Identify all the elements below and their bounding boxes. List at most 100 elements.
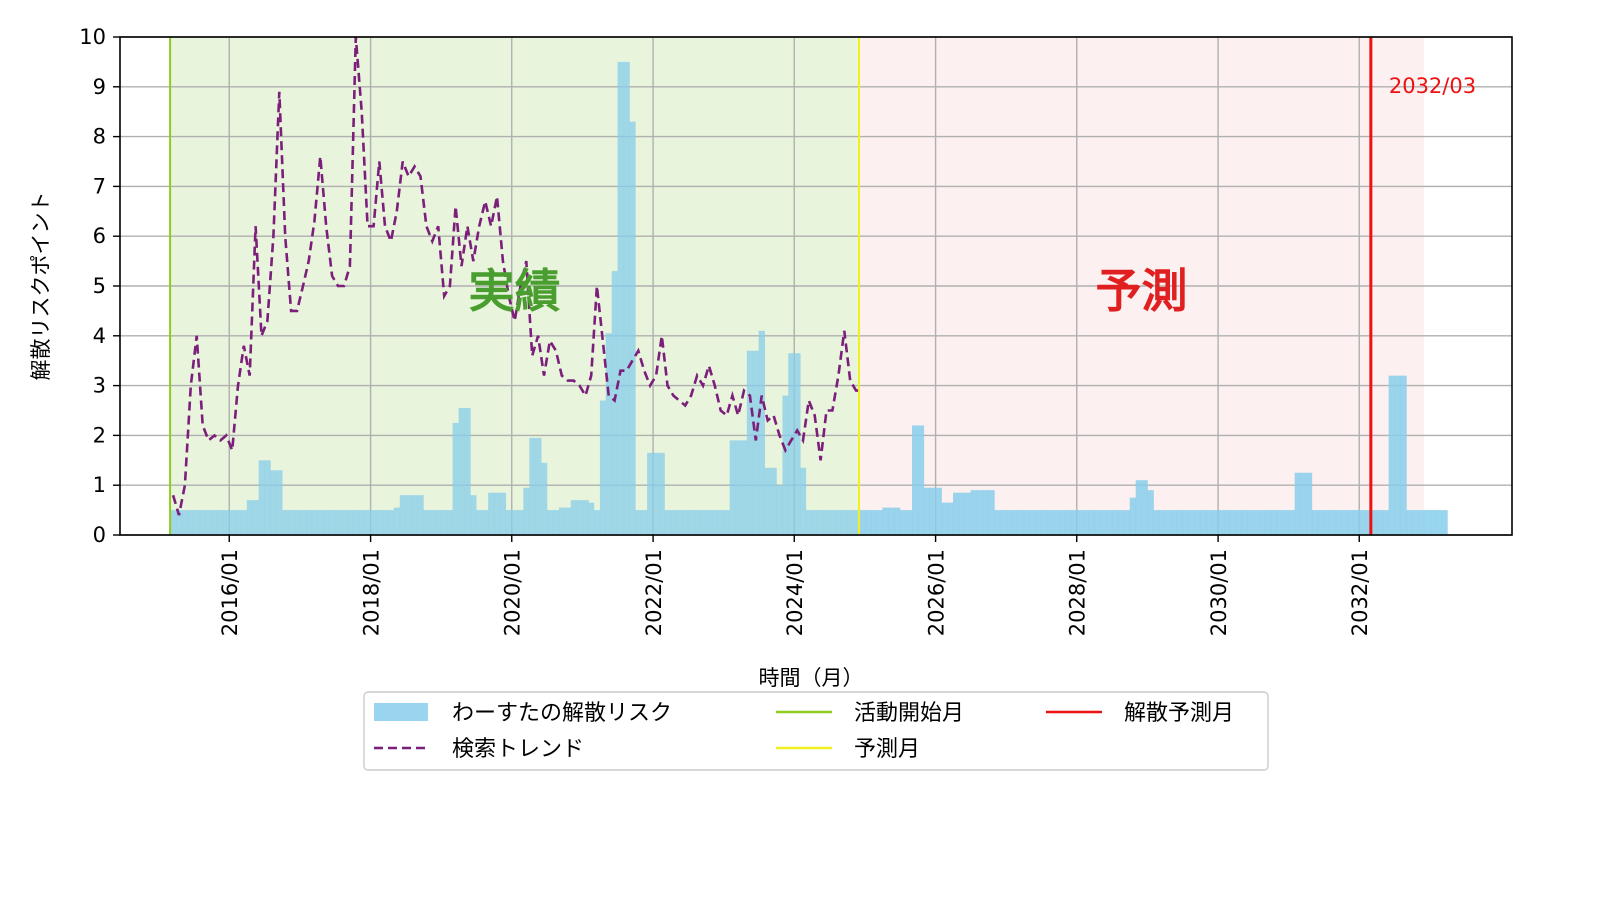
risk-bar — [900, 510, 907, 535]
y-tick-label-5: 5 — [93, 274, 106, 298]
risk-bar — [1082, 510, 1089, 535]
risk-bar — [964, 492, 971, 535]
y-tick-label-10: 10 — [79, 25, 106, 49]
risk-bar — [1194, 510, 1201, 535]
risk-bar — [470, 495, 477, 535]
risk-bar — [288, 510, 295, 535]
risk-bar — [1259, 510, 1266, 535]
risk-bar — [1123, 510, 1131, 535]
risk-bar — [1035, 510, 1042, 535]
risk-bar — [1106, 510, 1113, 535]
risk-bar — [1436, 510, 1442, 535]
x-tick-label-5: 2026/01 — [925, 549, 949, 636]
marker-lines: 2032/03 — [169, 37, 1476, 535]
risk-bar — [294, 510, 301, 535]
risk-bar — [1012, 510, 1018, 535]
risk-bar — [181, 510, 189, 535]
forecast-date-annotation: 2032/03 — [1389, 74, 1476, 98]
risk-bar — [746, 350, 754, 535]
risk-bar — [935, 487, 942, 535]
risk-bar — [1129, 497, 1137, 535]
risk-bar — [488, 492, 495, 535]
risk-bar — [429, 510, 436, 535]
risk-bar — [1070, 510, 1078, 535]
risk-bar — [735, 440, 742, 535]
risk-bar — [976, 490, 983, 535]
risk-bar — [1400, 375, 1407, 535]
risk-bar — [1141, 480, 1148, 535]
y-tick-label-7: 7 — [93, 174, 106, 198]
risk-bar — [229, 510, 236, 535]
risk-bar — [187, 510, 194, 535]
risk-bars — [170, 61, 1448, 536]
risk-bar — [741, 440, 748, 535]
risk-bar — [894, 507, 901, 535]
risk-bar — [1229, 510, 1236, 535]
legend-swatch-0 — [374, 703, 428, 721]
risk-bar — [1206, 510, 1213, 535]
risk-bar — [729, 440, 736, 535]
risk-bar — [629, 121, 636, 535]
risk-bar — [859, 510, 866, 535]
risk-bar — [776, 485, 783, 535]
risk-bar — [476, 510, 483, 535]
risk-bar — [511, 510, 519, 535]
risk-bar — [670, 510, 677, 535]
risk-bar — [929, 487, 936, 535]
risk-bar — [211, 510, 218, 535]
risk-bar — [723, 510, 730, 535]
y-tick-label-2: 2 — [93, 423, 106, 447]
risk-bar — [300, 510, 307, 535]
risk-bar — [970, 490, 977, 535]
risk-bar — [1253, 510, 1260, 535]
risk-bar — [1300, 472, 1307, 535]
risk-bar — [641, 510, 648, 535]
risk-bar — [541, 462, 548, 535]
risk-bar — [912, 425, 919, 535]
risk-bar — [982, 490, 989, 535]
risk-bar — [306, 510, 312, 535]
risk-bar — [1212, 510, 1219, 535]
risk-bar — [1329, 510, 1336, 535]
risk-bar — [871, 510, 877, 535]
risk-bar — [441, 510, 448, 535]
risk-bar — [335, 510, 342, 535]
risk-bar — [341, 510, 348, 535]
risk-bar — [941, 502, 948, 535]
risk-bar — [823, 510, 830, 535]
legend-box — [363, 691, 1269, 771]
risk-bar — [882, 507, 889, 535]
risk-bar — [752, 350, 759, 535]
risk-bar — [199, 510, 206, 535]
risk-bar — [447, 510, 453, 535]
risk-bar — [906, 510, 913, 535]
risk-bar — [1094, 510, 1101, 535]
y-tick-label-1: 1 — [93, 473, 106, 497]
risk-bar — [888, 507, 895, 535]
risk-bar — [576, 500, 583, 535]
risk-bar — [1006, 510, 1013, 535]
risk-bar — [482, 510, 489, 535]
x-tick-label-1: 2018/01 — [360, 549, 384, 636]
risk-bar — [1306, 472, 1313, 535]
risk-bar — [1023, 510, 1030, 535]
risk-bar — [1017, 510, 1024, 535]
y-tick-label-0: 0 — [93, 523, 106, 547]
risk-bar — [246, 500, 253, 535]
risk-bar — [1347, 510, 1354, 535]
risk-bar — [611, 271, 618, 535]
trend-line-group — [171, 36, 862, 516]
risk-bar — [323, 510, 330, 535]
risk-bar — [865, 510, 872, 535]
risk-bar — [282, 510, 289, 535]
risk-bar — [994, 510, 1001, 535]
y-tick-label-9: 9 — [93, 75, 106, 99]
risk-bar — [1270, 510, 1278, 535]
risk-bar — [635, 510, 642, 535]
risk-bar — [1047, 510, 1054, 535]
risk-bar — [958, 492, 966, 535]
risk-bar — [358, 510, 365, 535]
risk-bar — [352, 510, 360, 535]
risk-bar — [782, 395, 789, 535]
